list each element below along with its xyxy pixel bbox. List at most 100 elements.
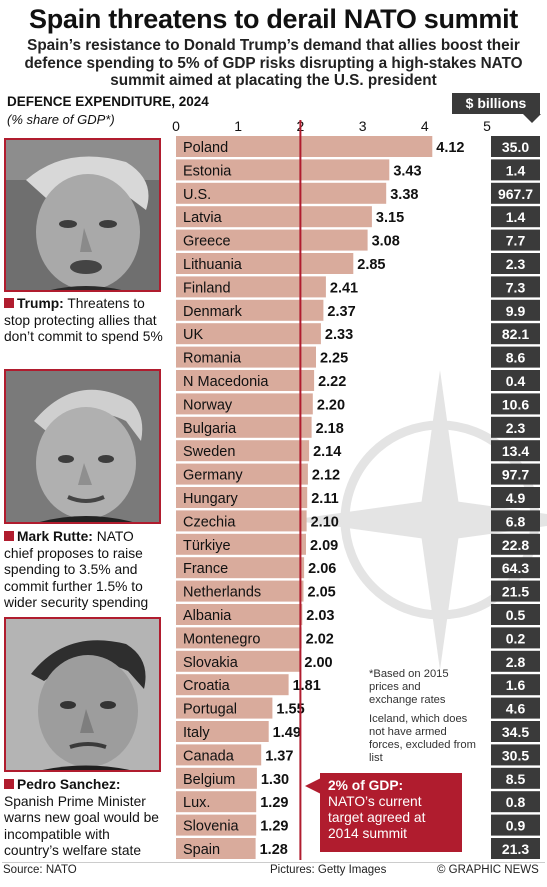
bar-row: Canada 1.37 (176, 744, 293, 766)
bar-value-label: 2.09 (310, 538, 338, 554)
bar-value-label: 1.81 (293, 678, 321, 694)
x-tick-label: 0 (172, 118, 180, 134)
bar-category-label: Canada (183, 748, 235, 764)
billions-cell: 7.7 (491, 229, 540, 251)
billions-box (491, 557, 540, 579)
billions-value: 0.5 (506, 607, 526, 623)
billions-box (491, 463, 540, 485)
billions-value: 1.6 (506, 677, 526, 693)
billions-box (491, 253, 540, 274)
bullet-square (4, 298, 14, 308)
billions-cell: 35.0 (491, 136, 540, 157)
billions-cell: 2.3 (491, 253, 540, 274)
x-axis: 012345 (172, 118, 491, 134)
bar (176, 627, 302, 649)
bar (176, 323, 321, 345)
billions-box (491, 604, 540, 625)
bar-category-label: Türkiye (183, 538, 231, 554)
bar-value-label: 1.28 (260, 842, 288, 858)
sanchez-text: Spanish Prime Minister warns new goal wo… (4, 793, 159, 859)
bar (176, 791, 257, 813)
billions-value: 64.3 (502, 560, 529, 576)
billions-value: 7.7 (506, 233, 526, 249)
billions-box (491, 510, 540, 532)
bar-category-label: France (183, 561, 228, 577)
billions-cell: 4.9 (491, 487, 540, 508)
billions-box (491, 136, 540, 157)
bar (176, 136, 433, 157)
bar-value-label: 2.25 (320, 351, 348, 367)
callout-pointer (305, 778, 321, 794)
billions-value: 8.5 (506, 771, 526, 787)
bar-row: Germany 2.12 (176, 463, 340, 485)
bar-category-label: Czechia (183, 514, 236, 530)
bar-value-label: 2.37 (327, 304, 355, 320)
bar-category-label: Denmark (183, 304, 243, 320)
billions-box (491, 487, 540, 508)
billions-value: 30.5 (502, 747, 529, 763)
billions-cell: 7.3 (491, 276, 540, 298)
bar-row: Croatia 1.81 (176, 674, 321, 696)
bar-value-label: 1.29 (260, 819, 288, 835)
billions-pointer (523, 114, 541, 123)
bar-row: Latvia 3.15 (176, 206, 404, 228)
billions-cell: 21.5 (491, 580, 540, 602)
bar-category-label: N Macedonia (183, 374, 269, 390)
billions-box (491, 229, 540, 251)
bar-row: Czechia 2.10 (176, 510, 339, 532)
bar-category-label: Netherlands (183, 585, 261, 601)
rutte-name: Mark Rutte: (17, 529, 93, 544)
billions-cell: 21.3 (491, 838, 540, 859)
bar-row: Romania 2.25 (176, 346, 348, 368)
billions-box (491, 533, 540, 555)
bar-value-label: 2.41 (330, 280, 358, 296)
billions-box (491, 159, 540, 181)
billions-cell: 0.4 (491, 370, 540, 391)
bar-value-label: 2.14 (313, 444, 341, 460)
billions-box (491, 838, 540, 859)
billions-cell: 0.9 (491, 814, 540, 836)
x-tick-label: 1 (234, 118, 242, 134)
bar-category-label: Montenegro (183, 631, 260, 647)
bar (176, 557, 305, 579)
bar-category-label: Germany (183, 468, 243, 484)
billions-cell: 2.8 (491, 650, 540, 672)
billions-cell: 30.5 (491, 744, 540, 766)
trump-caption: Trump: Threatens to stop protecting alli… (4, 296, 164, 346)
bar (176, 182, 387, 204)
bar-category-label: Slovenia (183, 819, 240, 835)
x-tick-label: 5 (483, 118, 491, 134)
bar-category-label: Greece (183, 234, 231, 250)
bar-value-label: 3.43 (393, 163, 421, 179)
chart-unit-label: (% share of GDP*) (7, 112, 115, 127)
bar-row: Denmark 2.37 (176, 299, 356, 321)
billions-value: 4.6 (506, 701, 526, 717)
bar-value-label: 2.85 (357, 257, 385, 273)
bar-row: Norway 2.20 (176, 393, 345, 415)
bar-category-label: Lux. (183, 795, 210, 811)
billions-cell: 82.1 (491, 323, 540, 345)
bar-row: Slovakia 2.00 (176, 650, 333, 672)
billions-cell: 6.8 (491, 510, 540, 532)
bar (176, 814, 257, 836)
billions-value: 2.3 (506, 420, 526, 436)
bar-row: Poland 4.12 (176, 136, 464, 157)
bar (176, 393, 313, 415)
billions-cell: 0.5 (491, 604, 540, 625)
page-title: Spain threatens to derail NATO summit (29, 4, 518, 34)
bar-row: Hungary 2.11 (176, 487, 339, 508)
billions-cell: 97.7 (491, 463, 540, 485)
billions-cell: 967.7 (491, 182, 540, 204)
bar-value-label: 4.12 (436, 140, 464, 156)
billions-cell: 1.4 (491, 206, 540, 228)
footer-divider (2, 862, 545, 863)
bar-value-label: 2.02 (306, 631, 334, 647)
billions-header: $ billions (452, 93, 540, 114)
billions-box (491, 346, 540, 368)
bar-value-label: 1.37 (265, 748, 293, 764)
billions-value: 97.7 (502, 467, 529, 483)
billions-box (491, 416, 540, 438)
billions-box (491, 299, 540, 321)
bar-category-label: Norway (183, 397, 233, 413)
note-based-on: *Based on 2015 prices and exchange rates (369, 668, 449, 706)
